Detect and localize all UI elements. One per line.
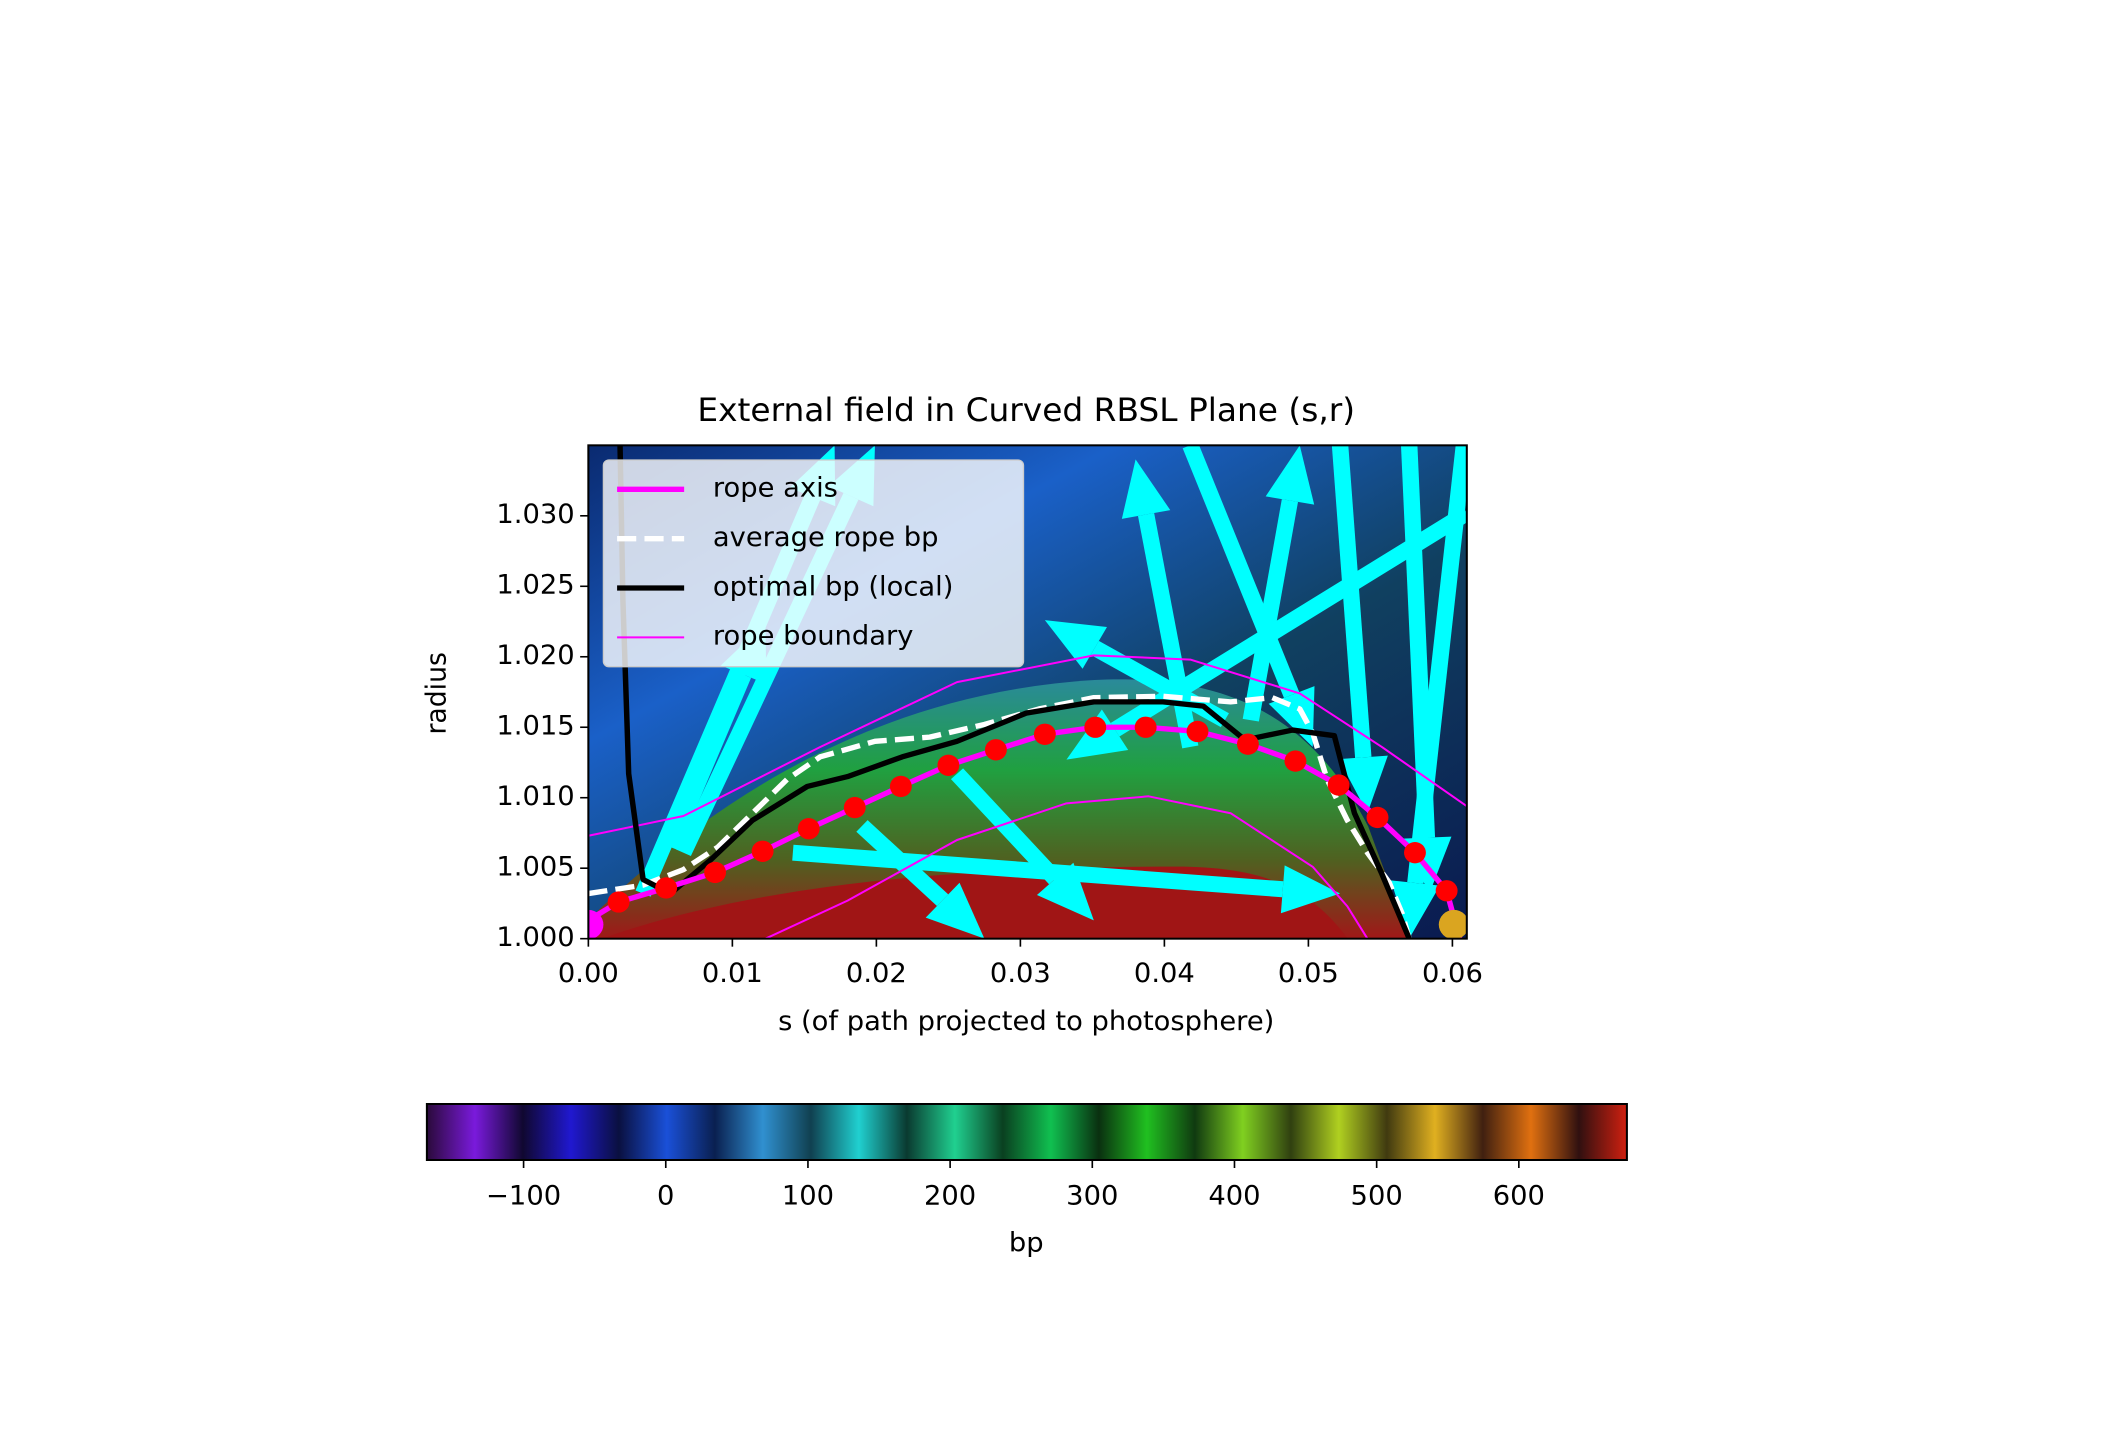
x-tick-label: 0.01 — [702, 958, 763, 989]
legend: rope axis average rope bp optimal bp (loca… — [602, 459, 1025, 668]
y-tick-label: 1.025 — [496, 570, 574, 601]
colorbar-tick-label: 500 — [1351, 1181, 1403, 1212]
arrow-shaft — [1137, 513, 1199, 749]
arrow-shaft — [1182, 445, 1300, 698]
rope-endpoint — [1438, 909, 1467, 939]
rope-endpoint — [588, 909, 604, 939]
colorbar-ramp — [425, 1103, 1628, 1161]
colorbar: bp −100 0 100 200 300 400 500 600 — [425, 1103, 1628, 1259]
rope-point — [704, 861, 727, 884]
rope-point — [655, 877, 678, 899]
arrow-head — [1338, 755, 1388, 814]
rope-point — [984, 739, 1007, 761]
colorbar-tick-label: −100 — [486, 1181, 561, 1212]
y-tick-label: 1.015 — [496, 711, 574, 742]
arrow — [1331, 445, 1388, 814]
arrow-shaft — [1331, 445, 1372, 758]
arrow-shaft — [856, 820, 949, 907]
series-line — [588, 654, 1467, 939]
colorbar-tick-label: 100 — [782, 1181, 834, 1212]
rope-point — [1284, 750, 1307, 772]
rope-point — [889, 775, 912, 798]
legend-label: rope boundary — [713, 621, 914, 652]
y-tick-label: 1.000 — [496, 922, 574, 953]
colorbar-tick-label: 300 — [1066, 1181, 1118, 1212]
rope-point — [937, 754, 960, 776]
rope-point — [1236, 733, 1259, 755]
arrow-head — [1121, 459, 1171, 519]
x-axis-label: s (of path projected to photosphere) — [778, 1006, 1274, 1037]
rope-point — [1084, 716, 1107, 738]
rope-point — [1435, 880, 1458, 902]
arrow — [856, 820, 985, 939]
rope-point — [1327, 774, 1350, 796]
series-line — [588, 693, 1412, 939]
arrow-head — [1280, 865, 1341, 914]
y-axis-label: radius — [421, 652, 452, 734]
x-tick-label: 0.03 — [990, 958, 1051, 989]
arrow — [1242, 445, 1315, 722]
colorbar-tick-label: 400 — [1208, 1181, 1260, 1212]
rope-point — [797, 818, 820, 840]
arrow-head — [1044, 620, 1107, 669]
legend-box — [602, 459, 1025, 668]
legend-label: optimal bp (local) — [713, 572, 954, 603]
rope-point — [751, 840, 774, 862]
colorbar-tick-label: 0 — [657, 1181, 674, 1212]
arrow-shaft — [1242, 499, 1299, 722]
rope-point — [843, 796, 866, 819]
arrow-shaft — [950, 768, 1062, 885]
colorbar-tick-label: 600 — [1493, 1181, 1545, 1212]
arrow-shaft — [1400, 445, 1436, 838]
series-line — [617, 445, 1412, 939]
arrow-head — [1265, 445, 1315, 505]
arrow-head — [925, 882, 985, 939]
arrow — [950, 768, 1094, 921]
x-tick-label: 0.04 — [1134, 958, 1195, 989]
rope-point — [1366, 806, 1389, 829]
arrow — [1121, 459, 1199, 749]
legend-label: average rope bp — [713, 522, 939, 553]
arrow-head — [1390, 880, 1440, 939]
rope-point — [607, 891, 630, 913]
x-tick-label: 0.02 — [846, 958, 907, 989]
axes-frame — [587, 444, 1468, 940]
x-tick-label: 0.00 — [558, 958, 619, 989]
y-tick-label: 1.005 — [496, 852, 574, 883]
rope-point — [1033, 723, 1056, 745]
rope-point — [1404, 842, 1426, 864]
arrow-head — [1036, 862, 1094, 921]
colorbar-tick-label: 200 — [924, 1181, 976, 1212]
y-tick-label: 1.030 — [496, 500, 574, 531]
rope-point — [1134, 716, 1157, 738]
colorbar-label: bp — [1009, 1228, 1044, 1259]
y-tick-label: 1.020 — [496, 640, 574, 671]
x-tick-label: 0.05 — [1278, 958, 1339, 989]
chart-title: External field in Curved RBSL Plane (s,r… — [697, 391, 1355, 429]
y-tick-label: 1.010 — [496, 781, 574, 812]
x-tick-label: 0.06 — [1422, 958, 1483, 989]
legend-label: rope axis — [713, 473, 838, 504]
rope-point — [1186, 720, 1209, 743]
axes: 0.00 0.01 0.02 0.03 0.04 0.05 0.06 1.000 1.005 1.… — [496, 500, 1482, 989]
